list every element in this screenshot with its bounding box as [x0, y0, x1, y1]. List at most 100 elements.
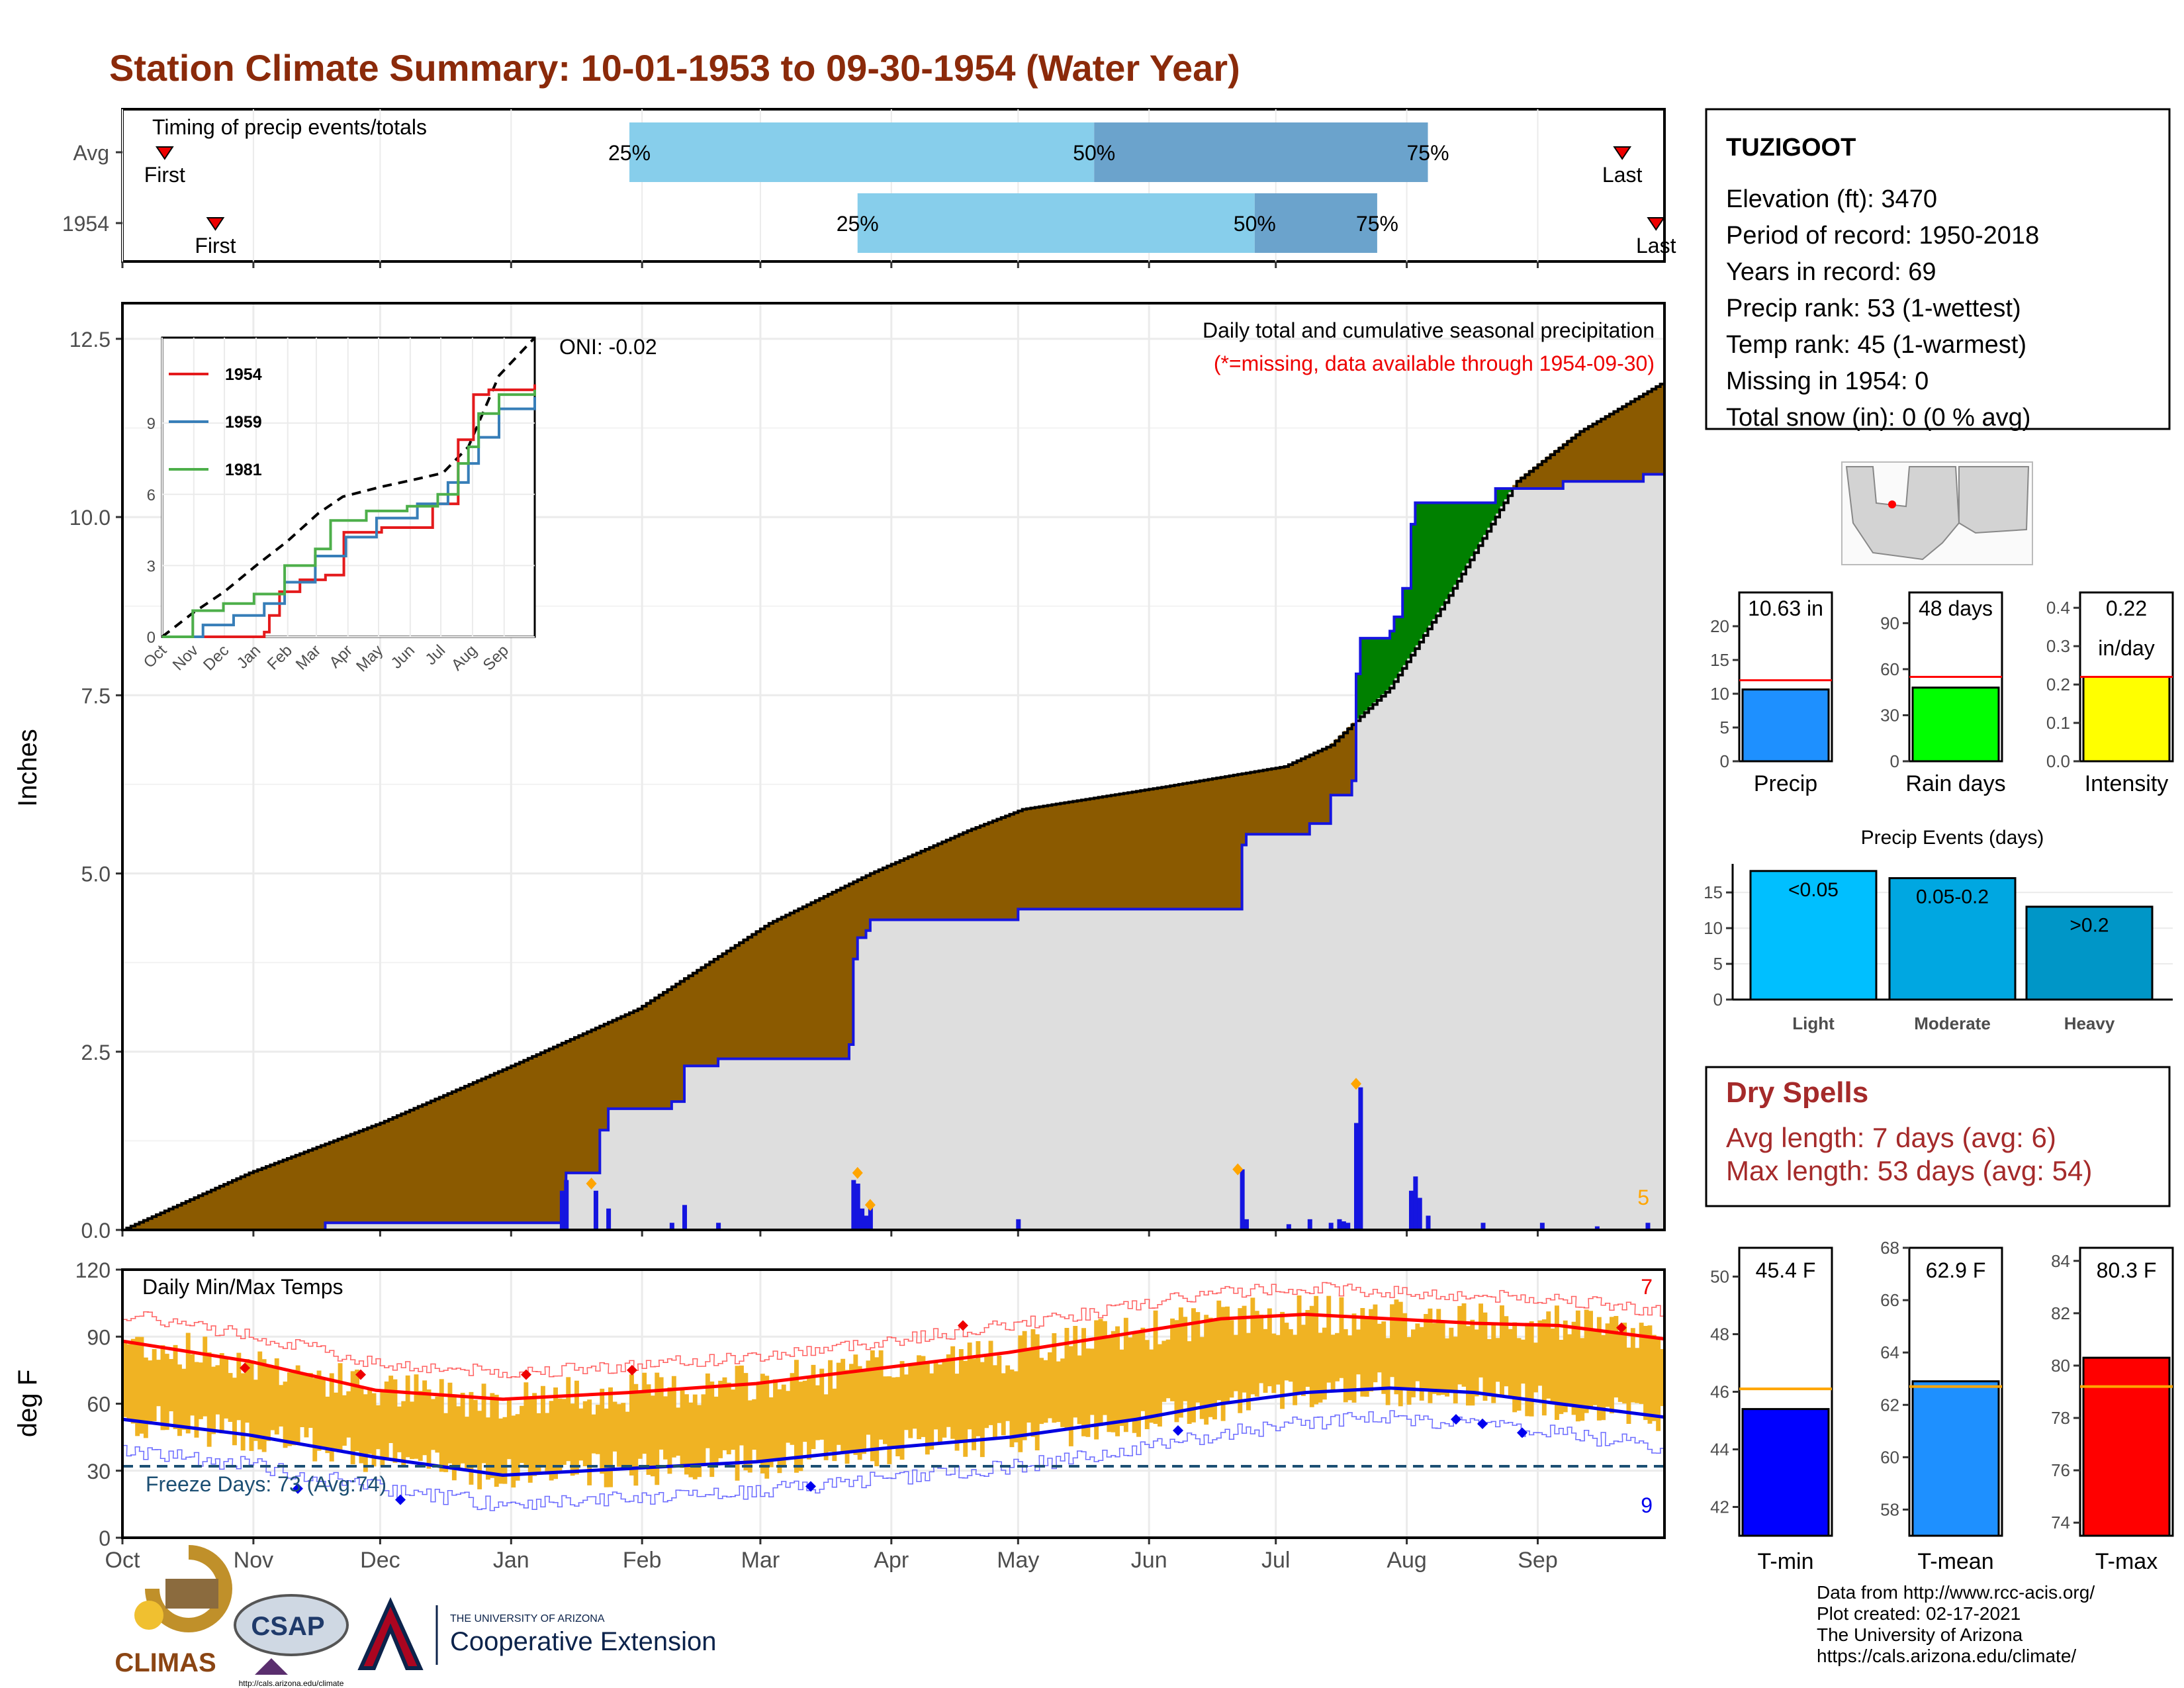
max-count-label: 5: [1637, 1186, 1649, 1209]
timing-row-label: Avg: [73, 141, 109, 165]
record-low-marker: [1451, 1414, 1461, 1425]
temp-bar-tick: 78: [2051, 1408, 2070, 1428]
mini-bar-tick: 0.1: [2046, 713, 2070, 733]
daily-precip-bar: [1480, 1223, 1486, 1230]
station-info-box: [1705, 108, 2171, 430]
dry-spells-avg: Avg length: 7 days (avg: 6): [1726, 1122, 2056, 1153]
y-tick-label: 10.0: [69, 506, 111, 530]
csap-logo-url: http://cals.arizona.edu/climate: [239, 1679, 344, 1688]
record-low-marker: [805, 1481, 816, 1492]
x-tick-label: Jun: [1131, 1548, 1167, 1573]
inset-y-tick: 6: [147, 487, 156, 504]
inset-series-line: [162, 389, 536, 638]
daily-precip-bar: [1354, 1123, 1359, 1230]
daily-precip-bar: [860, 1208, 865, 1230]
mini-bar-label: Rain days: [1905, 771, 2005, 796]
timing-p25: 25%: [837, 212, 879, 236]
page-title: Station Climate Summary: 10-01-1953 to 0…: [109, 47, 1240, 89]
daily-precip-bar: [564, 1180, 569, 1230]
mini-bar-tick: 30: [1880, 705, 1899, 725]
timing-p50: 50%: [1234, 212, 1276, 236]
record-low-marker: [1477, 1418, 1488, 1429]
timing-p75: 75%: [1406, 141, 1449, 165]
timing-p50: 50%: [1073, 141, 1115, 165]
x-tick-label: Aug: [1387, 1548, 1427, 1573]
x-tick-label: Sep: [1518, 1548, 1558, 1573]
daily-precip-bar: [851, 1180, 856, 1230]
events-bar-label: 0.05-0.2: [1916, 886, 1989, 908]
record-low-line: [122, 1410, 1665, 1511]
mini-bar-value: 0.22: [2106, 596, 2147, 620]
x-tick-label: Oct: [105, 1548, 140, 1573]
temp-bar-label: T-mean: [1917, 1549, 1993, 1574]
temp-bar-tick: 68: [1880, 1238, 1899, 1258]
legend-label: 1981: [225, 461, 262, 479]
dry-spells-max: Max length: 53 days (avg: 54): [1726, 1155, 2092, 1186]
inset-y-tick: 3: [147, 557, 156, 575]
observed-cumulative-area: [122, 472, 1664, 1231]
surplus-area: [1356, 489, 1513, 719]
record-low-marker: [1517, 1427, 1527, 1438]
avg-tmin-line: [122, 1386, 1665, 1477]
precip-panel-note: (*=missing, data available through 1954-…: [1214, 352, 1655, 375]
mini-bar: [1741, 688, 1830, 763]
timing-p25: 25%: [608, 141, 651, 165]
timing-panel: Timing of precip events/totals Avg 25% 50% 7…: [62, 108, 1676, 268]
record-high-marker: [958, 1320, 968, 1331]
timing-bar-50-75: [1094, 122, 1428, 182]
daily-precip-bar: [682, 1205, 688, 1230]
daily-precip-bar: [1286, 1224, 1291, 1230]
record-high-marker: [355, 1369, 366, 1380]
station-line: Missing in 1954: 0: [1726, 367, 1929, 395]
daily-precip-bar: [868, 1205, 873, 1230]
legend-label: 1954: [225, 365, 262, 384]
x-tick-label: Feb: [623, 1548, 662, 1573]
mini-bar-tick: 0.2: [2046, 675, 2070, 694]
observed-cumulative-line: [122, 472, 1666, 1231]
csap-logo-mountain: [255, 1658, 288, 1675]
station-line: Precip rank: 53 (1-wettest): [1726, 295, 2021, 322]
mini-bar-tick: 0.4: [2046, 598, 2070, 618]
cold-count: 9: [1641, 1493, 1653, 1517]
daily-precip-bar: [559, 1190, 565, 1230]
temp-bar-value: 45.4 F: [1756, 1258, 1816, 1282]
extreme-precip-marker: [864, 1199, 876, 1211]
record-high-line: [122, 1282, 1665, 1378]
daily-precip-bar: [1539, 1223, 1545, 1230]
dry-spells-title: Dry Spells: [1726, 1076, 1868, 1109]
hot-count: 7: [1641, 1275, 1653, 1299]
extreme-precip-marker: [852, 1166, 863, 1179]
oni-label: ONI: -0.02: [559, 335, 657, 359]
x-tick-label: Nov: [234, 1548, 273, 1573]
temp-bar-tick: 84: [2051, 1251, 2070, 1271]
daily-precip-bar: [1358, 1087, 1363, 1230]
daily-precip-bar: [855, 1184, 860, 1230]
events-category: Moderate: [1914, 1013, 1991, 1033]
y-tick-label: 0: [99, 1526, 111, 1550]
y-tick-label: 30: [87, 1460, 111, 1483]
temp-frame: [121, 1268, 1666, 1539]
daily-precip-bar: [1240, 1169, 1245, 1230]
temp-bar-tick: 62: [1880, 1395, 1899, 1415]
last-label: Last: [1636, 234, 1676, 258]
temp-bar-label: T-min: [1758, 1549, 1814, 1574]
temp-bar: [1741, 1408, 1830, 1537]
daily-precip-bar: [1345, 1223, 1351, 1230]
first-marker: [155, 146, 174, 160]
inset-series-line: [162, 384, 536, 638]
record-low-marker: [293, 1483, 303, 1494]
inset-y-tick: 0: [147, 629, 156, 647]
temp-bar-tick: 64: [1880, 1342, 1899, 1362]
events-title: Precip Events (days): [1861, 827, 2044, 849]
right-panels: TUZIGOOT Elevation (ft): 3470 Period of re…: [1704, 108, 2174, 1574]
events-bar-label: >0.2: [2070, 915, 2109, 937]
mini-bar-label: Intensity: [2085, 771, 2169, 796]
daily-precip-bar: [1417, 1197, 1422, 1230]
ua-big-text: Cooperative Extension: [450, 1627, 716, 1656]
inset-y-tick: 9: [147, 415, 156, 433]
climas-logo-block: [165, 1579, 218, 1609]
avg-tmax-line: [122, 1312, 1665, 1401]
record-high-marker: [627, 1364, 637, 1376]
mini-bar-tick: 0: [1720, 751, 1729, 771]
